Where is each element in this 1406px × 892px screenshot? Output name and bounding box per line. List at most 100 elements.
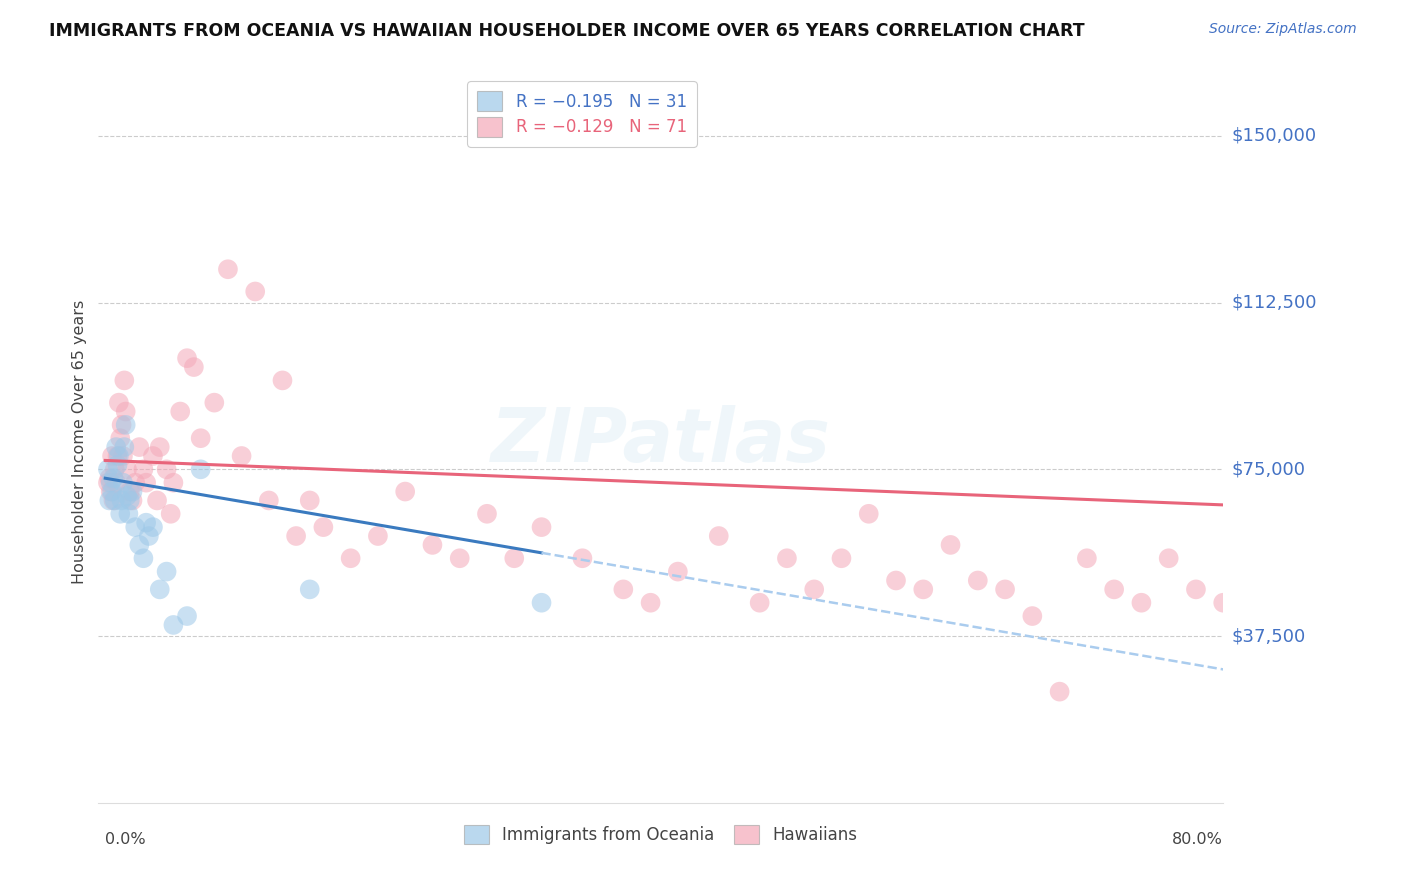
Point	[155, 565, 177, 579]
Point	[884, 574, 907, 588]
Point	[111, 449, 134, 463]
Point	[612, 582, 634, 597]
Point	[422, 538, 444, 552]
Point	[121, 493, 143, 508]
Point	[110, 417, 132, 432]
Point	[115, 462, 138, 476]
Text: 0.0%: 0.0%	[105, 831, 146, 847]
Point	[121, 484, 143, 499]
Point	[803, 582, 825, 597]
Point	[257, 493, 280, 508]
Point	[571, 551, 593, 566]
Point	[107, 449, 129, 463]
Text: $112,500: $112,500	[1232, 293, 1317, 311]
Text: $37,500: $37,500	[1232, 627, 1306, 645]
Point	[138, 529, 160, 543]
Point	[1076, 551, 1098, 566]
Point	[830, 551, 852, 566]
Point	[124, 475, 146, 490]
Point	[146, 493, 169, 508]
Point	[475, 507, 498, 521]
Point	[135, 475, 157, 490]
Point	[107, 458, 129, 472]
Point	[114, 404, 136, 418]
Point	[169, 404, 191, 418]
Point	[142, 520, 165, 534]
Text: Source: ZipAtlas.com: Source: ZipAtlas.com	[1209, 22, 1357, 37]
Point	[1157, 551, 1180, 566]
Point	[1130, 596, 1153, 610]
Point	[271, 373, 294, 387]
Point	[155, 462, 177, 476]
Point	[112, 440, 135, 454]
Point	[97, 462, 120, 476]
Point	[104, 462, 127, 476]
Point	[149, 440, 172, 454]
Point	[103, 493, 125, 508]
Point	[339, 551, 361, 566]
Point	[298, 493, 321, 508]
Point	[285, 529, 308, 543]
Point	[104, 493, 127, 508]
Point	[449, 551, 471, 566]
Point	[640, 596, 662, 610]
Point	[101, 449, 124, 463]
Point	[912, 582, 935, 597]
Point	[115, 489, 138, 503]
Point	[202, 395, 225, 409]
Point	[1102, 582, 1125, 597]
Point	[939, 538, 962, 552]
Point	[176, 351, 198, 366]
Point	[666, 565, 689, 579]
Point	[117, 507, 139, 521]
Point	[503, 551, 526, 566]
Point	[110, 507, 132, 521]
Point	[776, 551, 799, 566]
Point	[162, 618, 184, 632]
Point	[132, 462, 155, 476]
Point	[128, 440, 150, 454]
Point	[135, 516, 157, 530]
Point	[312, 520, 335, 534]
Point	[298, 582, 321, 597]
Point	[162, 475, 184, 490]
Point	[108, 449, 131, 463]
Point	[112, 373, 135, 387]
Point	[149, 582, 172, 597]
Point	[118, 493, 141, 508]
Point	[217, 262, 239, 277]
Point	[98, 493, 121, 508]
Point	[245, 285, 267, 299]
Point	[132, 551, 155, 566]
Text: $75,000: $75,000	[1232, 460, 1306, 478]
Point	[1049, 684, 1071, 698]
Point	[110, 431, 132, 445]
Point	[100, 475, 122, 490]
Point	[190, 431, 212, 445]
Point	[394, 484, 416, 499]
Point	[124, 520, 146, 534]
Point	[190, 462, 212, 476]
Y-axis label: Householder Income Over 65 years: Householder Income Over 65 years	[72, 300, 87, 583]
Point	[176, 609, 198, 624]
Point	[1185, 582, 1208, 597]
Point	[530, 596, 553, 610]
Point	[108, 395, 131, 409]
Point	[98, 471, 121, 485]
Point	[105, 440, 128, 454]
Text: 80.0%: 80.0%	[1173, 831, 1223, 847]
Point	[966, 574, 988, 588]
Point	[105, 475, 128, 490]
Point	[994, 582, 1017, 597]
Point	[858, 507, 880, 521]
Point	[183, 360, 205, 375]
Point	[707, 529, 730, 543]
Point	[118, 484, 141, 499]
Point	[142, 449, 165, 463]
Point	[114, 417, 136, 432]
Text: ZIPatlas: ZIPatlas	[491, 405, 831, 478]
Legend: Immigrants from Oceania, Hawaiians: Immigrants from Oceania, Hawaiians	[456, 816, 866, 852]
Point	[159, 507, 181, 521]
Point	[231, 449, 253, 463]
Point	[128, 538, 150, 552]
